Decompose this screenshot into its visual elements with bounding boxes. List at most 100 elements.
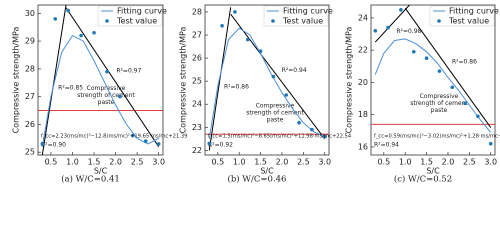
fitting-curve: [208, 27, 325, 139]
test-point: [322, 134, 327, 139]
test-point: [424, 56, 429, 61]
y-tick-label: 26: [25, 120, 35, 129]
y-tick-label: 23: [192, 123, 202, 132]
fit-line: [230, 13, 326, 140]
test-point: [245, 37, 250, 42]
y-tick-label: 29: [25, 37, 35, 46]
y-tick-label: 28: [25, 64, 35, 73]
y-axis-label: Compressive strength/MPa: [345, 27, 354, 134]
reference-label: paste: [267, 117, 284, 124]
x-tick-label: 3.0: [152, 158, 165, 167]
r2-label: R²=0.97: [116, 68, 141, 75]
x-tick-label: 1.0: [399, 158, 412, 167]
plot-frame: [370, 4, 496, 156]
test-point: [143, 139, 148, 143]
r2-label: R²=0.94: [282, 67, 307, 74]
reference-label: Compressive: [420, 93, 459, 100]
y-tick-label: 30: [25, 9, 35, 18]
y-tick-label: 27: [25, 92, 35, 101]
legend-label: Fitting curve: [283, 7, 333, 16]
fitting-curve: [374, 38, 492, 133]
x-tick-label: 1.5: [420, 158, 433, 167]
x-tick-label: 2.5: [131, 158, 144, 167]
test-point: [66, 8, 70, 13]
test-point: [118, 94, 122, 99]
x-tick-label: 2.0: [109, 158, 122, 167]
test-point: [271, 74, 276, 79]
x-tick-label: 1.0: [233, 158, 246, 167]
y-tick-label: 27: [192, 31, 202, 40]
formula: f_cc=0.59(ms/mc)³−3.02(ms/mc)²+1.28·ms/m…: [374, 134, 500, 140]
x-tick-label: 1.5: [254, 158, 267, 167]
test-point: [297, 120, 301, 125]
y-tick-label: 28: [192, 7, 202, 16]
legend-marker: [105, 19, 109, 23]
subplot: 0.5 1.0 1.5 2.0 2.5 3.0 25 26 27 28 29 30 S/C Compres…: [12, 4, 187, 185]
legend-label: Test value: [448, 17, 489, 26]
test-point: [156, 142, 161, 146]
curve-r2-label: R²=0.90: [41, 142, 66, 149]
test-point: [476, 114, 480, 119]
legend-label: Fitting curve: [449, 7, 499, 16]
test-point: [105, 69, 109, 74]
formula: f_cc=1.5(ms/mc)³−8.65(ms/mc)²+11.98·ms/m…: [208, 134, 352, 140]
x-tick-label: 3.0: [318, 158, 331, 167]
legend-label: Fitting curve: [117, 7, 167, 16]
fit-line: [65, 7, 160, 147]
x-tick-label: 2.5: [297, 158, 310, 167]
legend-label: Test value: [282, 17, 323, 26]
test-point: [310, 127, 314, 132]
curve-r2-label: R²=0.94: [374, 142, 399, 149]
fit-line: [41, 4, 67, 156]
plot-frame: [204, 4, 330, 156]
test-point: [437, 69, 442, 73]
x-axis-label: S/C: [426, 167, 440, 176]
r2-label: R²=0.85: [58, 85, 83, 92]
test-point: [131, 133, 135, 138]
test-point: [220, 23, 224, 28]
curve-r2-label: R²=0.92: [208, 142, 233, 149]
subplot: 0.5 1.0 1.5 2.0 2.5 3.0 16 18 20 22 24 S/C Compressi…: [345, 4, 500, 185]
test-point: [399, 8, 403, 12]
reference-label: Compressive: [256, 103, 295, 110]
y-axis-label: Compressive strength/MPa: [12, 27, 21, 134]
test-point: [40, 142, 45, 146]
y-tick-label: 22: [358, 46, 368, 55]
r2-label: R²=0.98: [396, 28, 421, 35]
fit-line: [374, 4, 410, 43]
test-point: [92, 30, 96, 35]
x-tick-label: 2.0: [276, 158, 289, 167]
figure: 0.5 1.0 1.5 2.0 2.5 3.0 25 26 27 28 29 30 S/C Compres…: [12, 4, 500, 185]
caption: (c) W/C=0.52: [394, 174, 452, 185]
test-point: [53, 17, 58, 21]
test-point: [373, 29, 378, 33]
y-tick-label: 25: [25, 148, 35, 157]
test-point: [411, 49, 416, 54]
fit-line: [404, 7, 492, 128]
test-point: [233, 10, 237, 14]
test-point: [284, 93, 289, 97]
reference-label: strength of cement: [77, 92, 135, 99]
subplot: 0.5 1.0 1.5 2.0 2.5 3.0 22 23 24 25 26 27 28 S/C Compr…: [179, 4, 352, 185]
x-tick-label: 0.5: [377, 158, 390, 167]
formula: f_cc=2.23(ms/mc)³−12.8(ms/mc)²+19.65·ms/…: [41, 134, 187, 140]
x-axis-label: S/C: [260, 167, 274, 176]
x-axis-label: S/C: [94, 167, 108, 176]
y-tick-label: 24: [358, 13, 368, 22]
y-axis-label: Compressive strength/MPa: [179, 27, 188, 134]
x-tick-label: 1.0: [66, 158, 79, 167]
x-tick-label: 0.5: [211, 158, 224, 167]
y-tick-label: 26: [192, 54, 202, 63]
test-point: [207, 141, 212, 146]
caption: (a) W/C=0.41: [61, 174, 120, 185]
y-tick-label: 25: [192, 77, 202, 86]
reference-label: paste: [431, 107, 448, 114]
x-tick-label: 2.5: [463, 158, 476, 167]
y-tick-label: 20: [358, 78, 368, 87]
legend-box: [263, 5, 329, 27]
legend-box: [97, 5, 163, 27]
legend-marker: [271, 19, 275, 23]
legend-box: [429, 5, 495, 27]
y-tick-label: 18: [358, 110, 368, 119]
r2-label: R²=0.86: [224, 83, 249, 90]
